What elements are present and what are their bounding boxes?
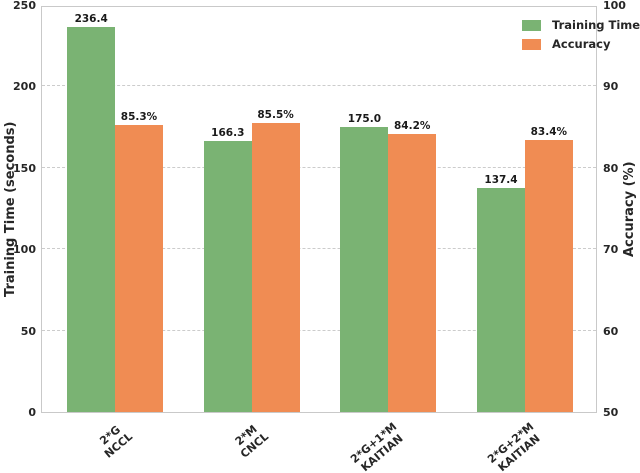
bar-value-label: 85.5% — [257, 109, 294, 122]
bar-value-label: 84.2% — [393, 119, 431, 132]
training-time-bar — [340, 127, 389, 412]
gridline — [42, 85, 596, 87]
legend-label: Accuracy — [552, 37, 611, 51]
y-tick-label-left: 250 — [13, 0, 36, 12]
accuracy-bar — [115, 124, 163, 412]
plot-area: 236.4 166.3 175.0 137.4 85.3% 85.5% 84.2% 83.4%… — [41, 6, 640, 413]
accuracy-bar — [251, 123, 300, 412]
legend-item: Training Time — [522, 18, 640, 32]
bar-value-label: 85.3% — [120, 110, 158, 123]
y-tick-label-right: 50 — [603, 406, 619, 419]
x-tick-label: 2*G+1*M KAITIAN — [348, 420, 406, 473]
gridline — [42, 248, 596, 250]
right-axis-title: Accuracy (%) — [622, 161, 637, 258]
gridline — [42, 166, 596, 168]
accuracy-bar — [388, 133, 437, 412]
training-time-legend-swatch — [522, 19, 541, 31]
y-tick-label-right: 90 — [603, 80, 619, 94]
y-tick-label-left: 150 — [13, 161, 36, 175]
y-tick-label-left: 0 — [28, 406, 36, 419]
training-time-bar — [477, 188, 525, 412]
bar-value-label: 236.4 — [74, 13, 108, 26]
left-axis-title: Training Time (seconds) — [3, 121, 18, 298]
x-tick-label: 2*G+2*M KAITIAN — [484, 420, 543, 473]
gridline — [42, 329, 596, 331]
x-tick-label: 2*G NCCL — [97, 423, 135, 461]
accuracy-legend-swatch — [522, 38, 541, 50]
y-tick-label-right: 60 — [603, 324, 619, 338]
y-tick-label-right: 70 — [603, 243, 619, 257]
y-tick-label-left: 200 — [13, 80, 36, 94]
bar-value-label: 175.0 — [347, 113, 381, 126]
bar-value-label: 83.4% — [530, 126, 568, 139]
accuracy-bar — [524, 140, 573, 412]
legend: Training Time Accuracy — [522, 18, 640, 56]
y-tick-label-left: 50 — [20, 324, 36, 338]
y-tick-label-right: 100 — [603, 0, 626, 12]
x-tick-label: 2*M CNCL — [232, 422, 272, 461]
y-tick-label-left: 100 — [13, 243, 36, 257]
legend-item: Accuracy — [522, 37, 640, 51]
legend-label: Training Time — [552, 18, 640, 32]
bar-value-label: 166.3 — [211, 127, 245, 140]
bar-value-label: 137.4 — [484, 174, 518, 187]
training-time-bar — [67, 27, 116, 412]
y-tick-label-right: 80 — [603, 161, 619, 175]
training-time-bar — [203, 141, 252, 412]
